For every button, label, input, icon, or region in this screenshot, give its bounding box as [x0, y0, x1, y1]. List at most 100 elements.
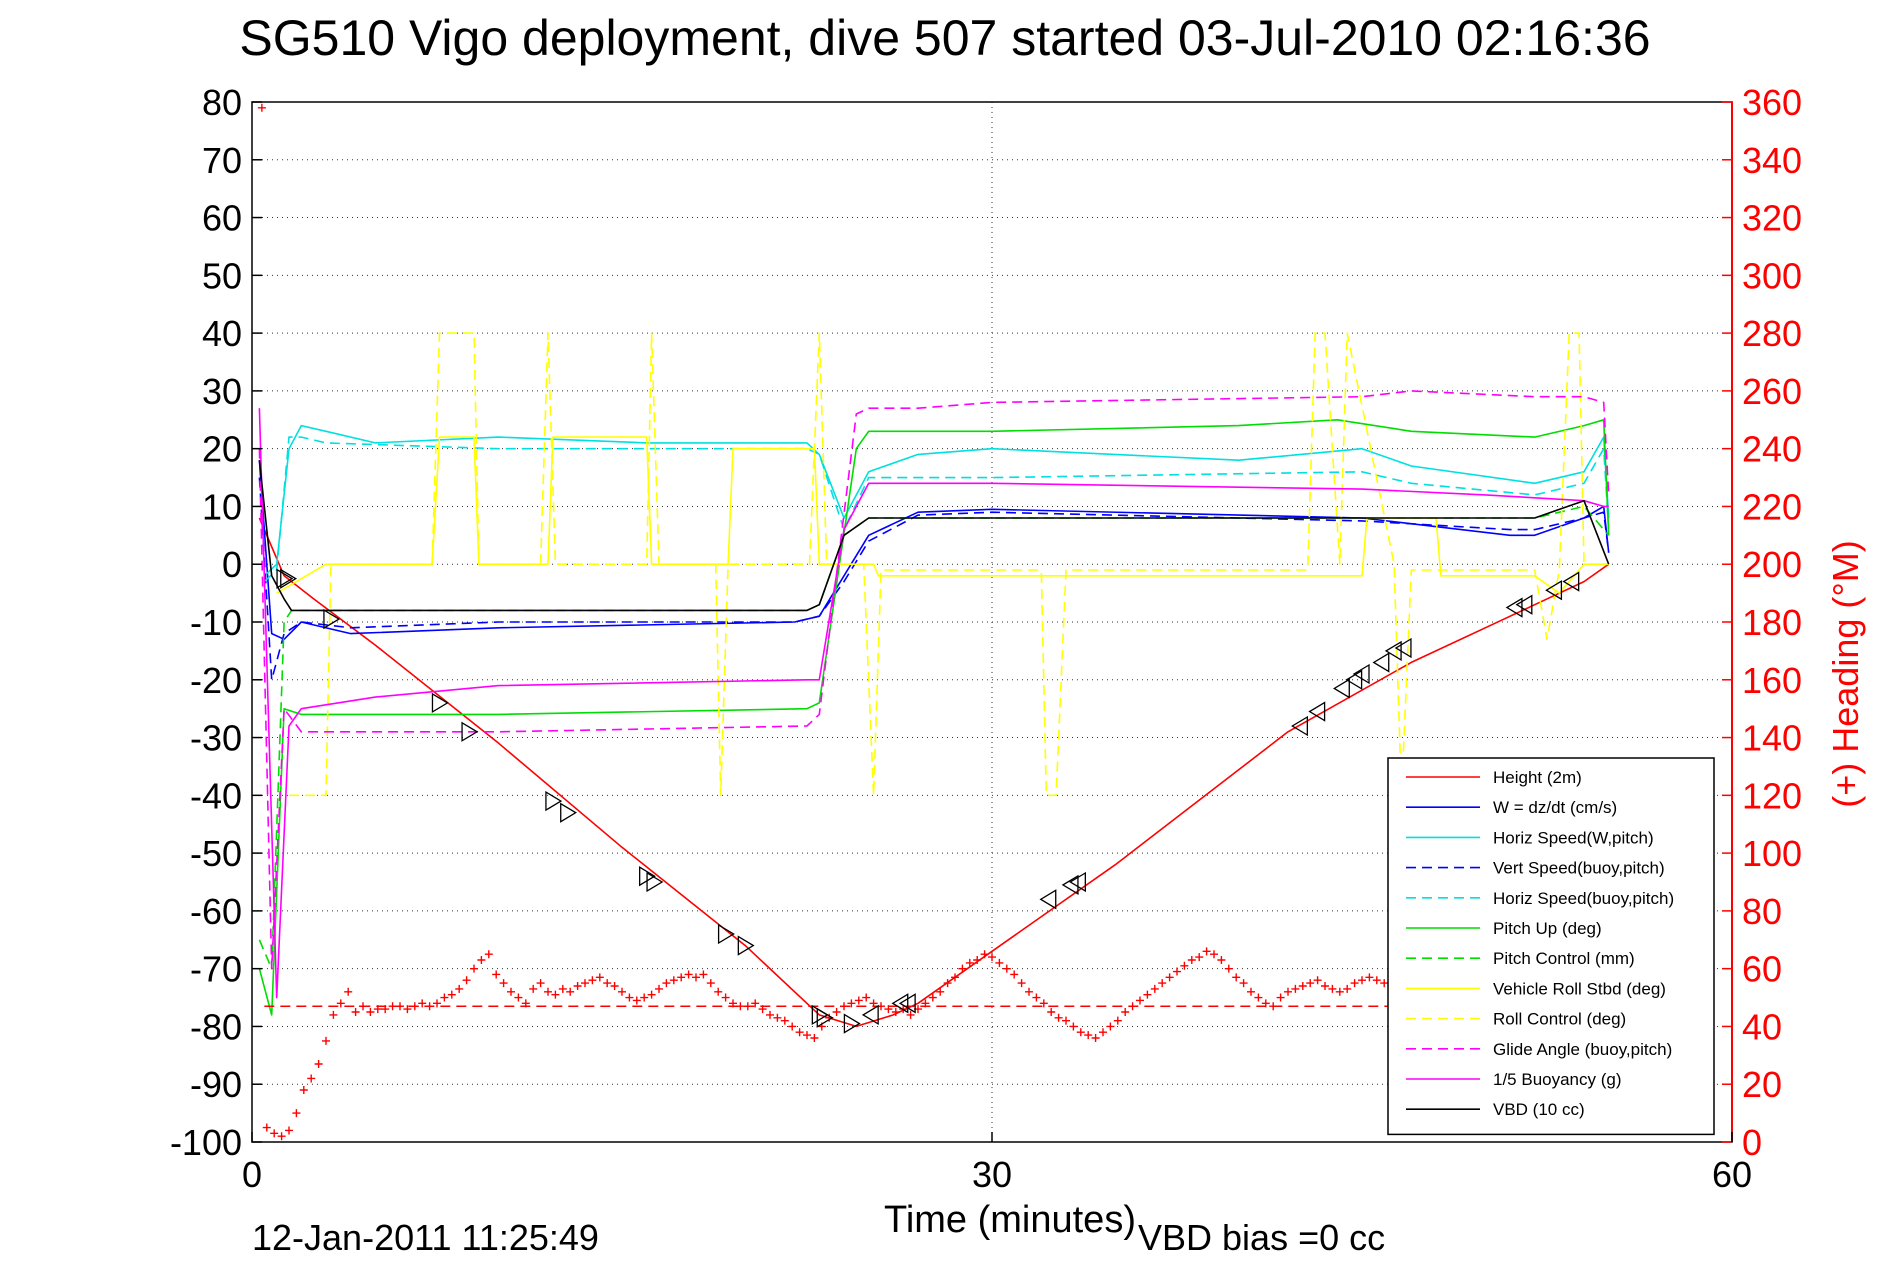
legend-entry: Horiz Speed(buoy,pitch) — [1493, 889, 1674, 908]
left-tick-label: 40 — [202, 313, 242, 354]
legend-entry: Horiz Speed(W,pitch) — [1493, 828, 1654, 847]
heading-point — [965, 958, 974, 967]
heading-point — [581, 979, 589, 988]
right-tick-label: 60 — [1742, 949, 1782, 990]
heading-point — [840, 1002, 848, 1011]
heading-point — [1187, 956, 1196, 964]
heading-series — [257, 103, 1609, 1141]
x-tick-label: 30 — [972, 1154, 1012, 1195]
heading-point — [936, 987, 945, 996]
heading-point — [536, 979, 545, 988]
series-line-8 — [289, 332, 1609, 797]
legend: Height (2m) W = dz/dt (cm/s) Horiz Speed(W… — [1387, 757, 1715, 1136]
heading-point — [544, 987, 552, 996]
heading-point — [958, 964, 967, 973]
timestamp-footer: 12-Jan-2011 11:25:49 — [252, 1217, 599, 1258]
right-tick-label: 260 — [1742, 371, 1802, 412]
heading-point — [1062, 1016, 1070, 1025]
triangle-marker — [560, 802, 577, 823]
heading-point — [928, 993, 937, 1002]
heading-point — [714, 987, 723, 996]
heading-point — [1350, 979, 1359, 988]
heading-point — [773, 1013, 782, 1022]
heading-point — [1291, 984, 1300, 993]
heading-point — [647, 990, 656, 999]
heading-point — [1010, 970, 1019, 979]
grid-lines — [252, 102, 1732, 1142]
right-tick-label: 120 — [1742, 775, 1802, 816]
left-tick-label: 70 — [202, 140, 242, 181]
heading-point — [529, 984, 538, 993]
right-tick-label: 240 — [1742, 429, 1802, 470]
heading-point — [1032, 993, 1041, 1002]
heading-point — [951, 973, 959, 982]
triangle-marker — [1061, 874, 1079, 896]
heading-point — [699, 970, 708, 979]
heading-point — [1069, 1022, 1078, 1031]
right-tick-label: 100 — [1742, 833, 1802, 874]
heading-point — [803, 1031, 811, 1040]
left-tick-label: -60 — [190, 891, 242, 932]
heading-point — [1113, 1016, 1122, 1025]
heading-point — [492, 970, 501, 979]
heading-point — [1173, 967, 1181, 976]
heading-point — [943, 979, 952, 988]
x-axis-label: Time (minutes) — [884, 1199, 1136, 1241]
heading-point — [884, 1005, 893, 1014]
heading-point — [1039, 999, 1048, 1008]
heading-point — [425, 1002, 434, 1011]
heading-point — [1232, 973, 1241, 982]
left-tick-label: 50 — [202, 255, 242, 296]
heading-point — [285, 1126, 293, 1135]
heading-point — [1084, 1031, 1093, 1040]
heading-point — [1165, 973, 1174, 982]
left-tick-label: 80 — [202, 82, 242, 123]
heading-point — [684, 970, 693, 979]
triangle-marker — [323, 608, 341, 630]
heading-point — [1306, 979, 1315, 988]
series-line-5 — [258, 418, 1610, 1016]
right-tick-label: 40 — [1742, 1006, 1782, 1047]
legend-entry: Roll Control (deg) — [1493, 1010, 1626, 1029]
triangle-markers — [276, 568, 1580, 1034]
heading-point — [262, 1123, 271, 1132]
legend-entry: Vehicle Roll Stbd (deg) — [1493, 979, 1666, 998]
heading-point — [1047, 1008, 1056, 1016]
heading-point — [329, 1010, 338, 1019]
heading-point — [662, 979, 671, 988]
heading-point — [573, 982, 582, 990]
heading-point — [1276, 993, 1285, 1002]
heading-point — [655, 984, 663, 993]
heading-point — [1180, 961, 1189, 970]
right-tick-label: 160 — [1742, 660, 1802, 701]
chart-title: SG510 Vigo deployment, dive 507 started … — [239, 10, 1650, 66]
triangle-marker — [280, 568, 298, 589]
x-tick-label: 60 — [1712, 1154, 1752, 1195]
heading-point — [1261, 999, 1270, 1008]
left-tick-label: 0 — [222, 544, 242, 585]
left-tick-label: 60 — [202, 198, 242, 239]
heading-point — [418, 999, 427, 1008]
heading-point — [1217, 956, 1226, 964]
legend-entry: W = dz/dt (cm/s) — [1493, 798, 1617, 817]
triangle-marker — [1291, 715, 1308, 737]
heading-point — [1091, 1034, 1100, 1042]
legend-entry: VBD (10 cc) — [1493, 1100, 1585, 1119]
triangle-marker — [1515, 594, 1533, 615]
heading-point — [1321, 982, 1329, 990]
heading-point — [1298, 982, 1307, 990]
x-tick-label: 0 — [242, 1154, 262, 1195]
right-tick-label: 300 — [1742, 255, 1802, 296]
heading-point — [403, 1005, 412, 1014]
series-line-10 — [258, 408, 1609, 999]
left-tick-label: -50 — [190, 833, 242, 874]
triangle-marker — [1039, 889, 1057, 910]
heading-point — [854, 996, 863, 1005]
heading-point — [299, 1086, 308, 1094]
heading-point — [314, 1060, 323, 1068]
heading-point — [1328, 984, 1337, 993]
heading-point — [1210, 950, 1218, 959]
triangle-marker — [898, 993, 916, 1014]
triangle-marker — [431, 692, 449, 714]
right-tick-label: 180 — [1742, 602, 1802, 643]
